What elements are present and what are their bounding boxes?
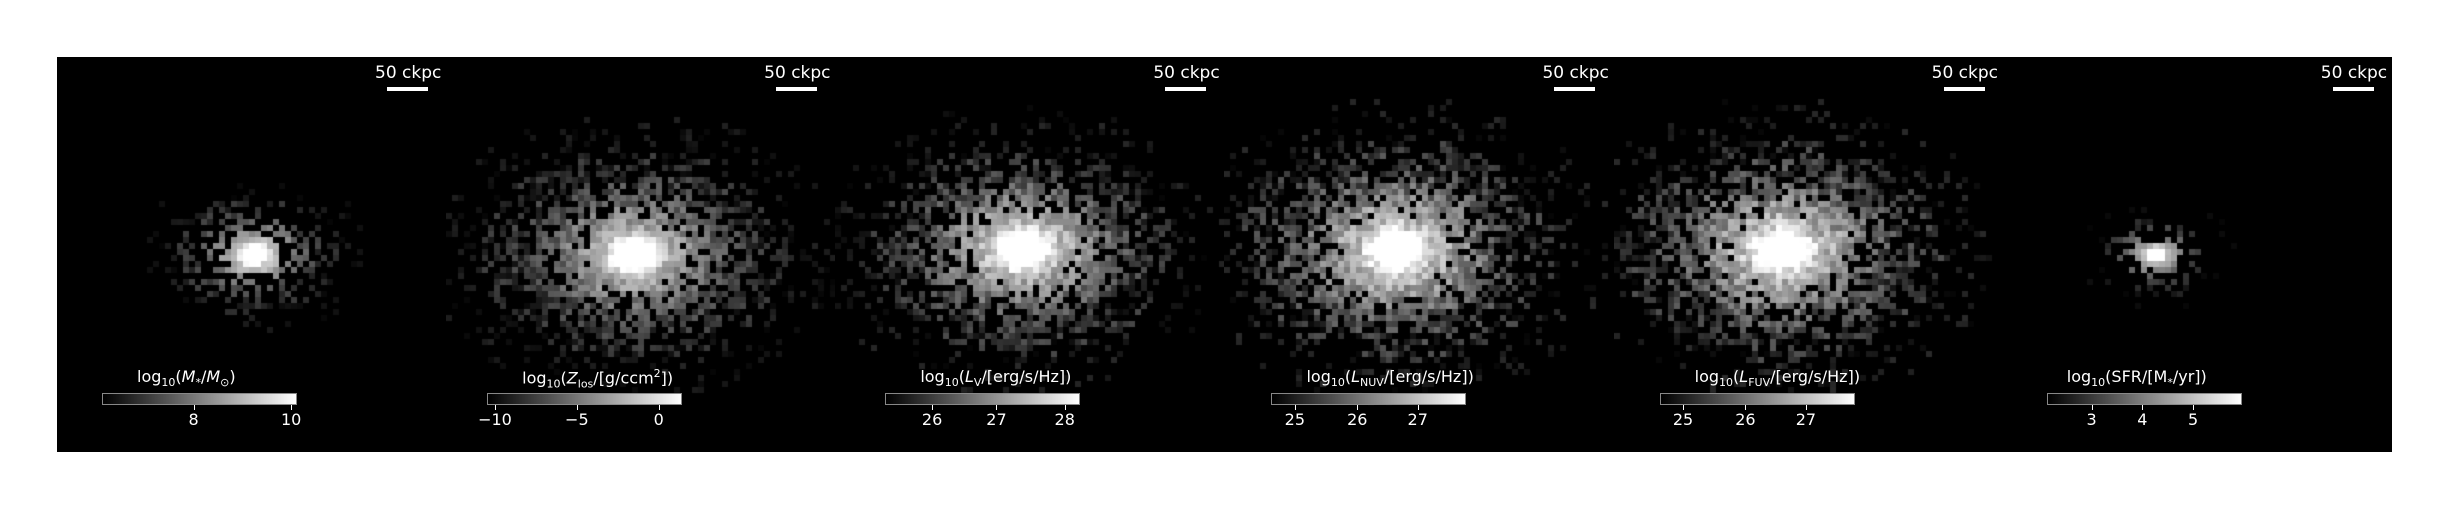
colorbar-tick-label: 10	[280, 410, 302, 429]
pixel-map-fuv	[1613, 57, 2003, 452]
scale-bar-label: 50 ckpc	[1542, 63, 1609, 83]
colorbar-title: log10(Zlos/[g/ccm2])	[522, 367, 674, 391]
scale-bar	[387, 87, 428, 91]
colorbar-tick	[1064, 405, 1066, 410]
colorbar-tick-label: 8	[188, 410, 199, 429]
colorbar-tick	[291, 405, 293, 410]
colorbar-title: log10(LV/[erg/s/Hz])	[920, 367, 1072, 390]
colorbar-title: log10(LFUV/[erg/s/Hz])	[1694, 367, 1861, 390]
colorbar-title: log10(M*/M⊙)	[137, 367, 236, 390]
colorbar-tick-label: 26	[1735, 410, 1756, 429]
colorbar-tick-label: 4	[2137, 410, 2148, 429]
colorbar-tick-label: 26	[1347, 410, 1368, 429]
scale-bar-label: 50 ckpc	[2320, 63, 2388, 83]
colorbar	[1659, 393, 1855, 405]
colorbar-tick	[1805, 405, 1807, 410]
colorbar-tick	[2142, 405, 2144, 410]
panel-nuv: 50 ckpc log10(LNUV/[erg/s/Hz]) 25 26 27	[1224, 57, 1614, 452]
scale-bar	[1165, 87, 1207, 91]
pixel-map-stellar-mass	[57, 57, 446, 452]
colorbar-title: log10(LNUV/[erg/s/Hz])	[1306, 367, 1474, 390]
colorbar-tick-label: 27	[1795, 410, 1817, 429]
colorbar-tick-label: 26	[921, 410, 943, 429]
colorbar	[885, 393, 1081, 405]
colorbar-tick	[1357, 405, 1359, 410]
colorbar-tick-label: 5	[2187, 410, 2199, 429]
colorbar-tick	[494, 405, 496, 410]
colorbar-tick	[1745, 405, 1747, 410]
colorbar-tick	[2193, 405, 2195, 410]
scale-bar-label: 50 ckpc	[1153, 63, 1220, 83]
panel-sfr: 50 ckpc log10(SFR/[M*/yr]) 3 4 5	[2002, 57, 2392, 452]
scale-bar	[1943, 87, 1985, 91]
colorbar-tick	[658, 405, 660, 410]
scale-bar	[776, 87, 818, 91]
colorbar-title: log10(SFR/[M*/yr])	[2066, 367, 2207, 390]
galaxy-map-strip: 50 ckpc log10(M*/M⊙) 8 10 50 ckpc log10(Zlos/…	[57, 57, 2392, 452]
colorbar-tick-label: 28	[1054, 410, 1075, 429]
scale-bar-label: 50 ckpc	[1931, 63, 1998, 83]
colorbar	[2046, 393, 2242, 405]
colorbar-tick-label: 25	[1284, 410, 1306, 429]
colorbar-tick	[996, 405, 998, 410]
colorbar-tick-label: 27	[986, 410, 1007, 429]
colorbar-tick	[576, 405, 578, 410]
pixel-map-v-band	[835, 57, 1225, 452]
colorbar-tick-label: −5	[565, 410, 589, 429]
colorbar-tick-label: 27	[1407, 410, 1428, 429]
colorbar-tick	[193, 405, 195, 410]
colorbar	[102, 393, 297, 405]
colorbar-tick-label: 25	[1672, 410, 1694, 429]
colorbar	[487, 393, 683, 405]
colorbar-tick	[1294, 405, 1296, 410]
panel-stellar-mass: 50 ckpc log10(M*/M⊙) 8 10	[57, 57, 447, 452]
colorbar-tick-label: 0	[653, 410, 664, 429]
colorbar-tick	[1417, 405, 1419, 410]
colorbar-tick-label: −10	[478, 410, 512, 429]
pixel-map-nuv	[1224, 57, 1614, 452]
panel-v-band: 50 ckpc log10(LV/[erg/s/Hz]) 26 27 28	[835, 57, 1225, 452]
scale-bar	[1554, 87, 1596, 91]
scale-bar-label: 50 ckpc	[764, 63, 831, 83]
panel-metallicity: 50 ckpc log10(Zlos/[g/ccm2]) −10 −5 0	[446, 57, 836, 452]
scale-bar	[2332, 87, 2374, 91]
scale-bar-label: 50 ckpc	[375, 63, 442, 83]
panel-fuv: 50 ckpc log10(LFUV/[erg/s/Hz]) 25 26 27	[1613, 57, 2003, 452]
pixel-map-sfr	[2002, 57, 2392, 452]
pixel-map-metallicity	[446, 57, 836, 452]
colorbar-tick	[2091, 405, 2093, 410]
colorbar-tick	[932, 405, 934, 410]
colorbar	[1271, 393, 1467, 405]
colorbar-tick-label: 3	[2086, 410, 2097, 429]
colorbar-tick	[1683, 405, 1685, 410]
